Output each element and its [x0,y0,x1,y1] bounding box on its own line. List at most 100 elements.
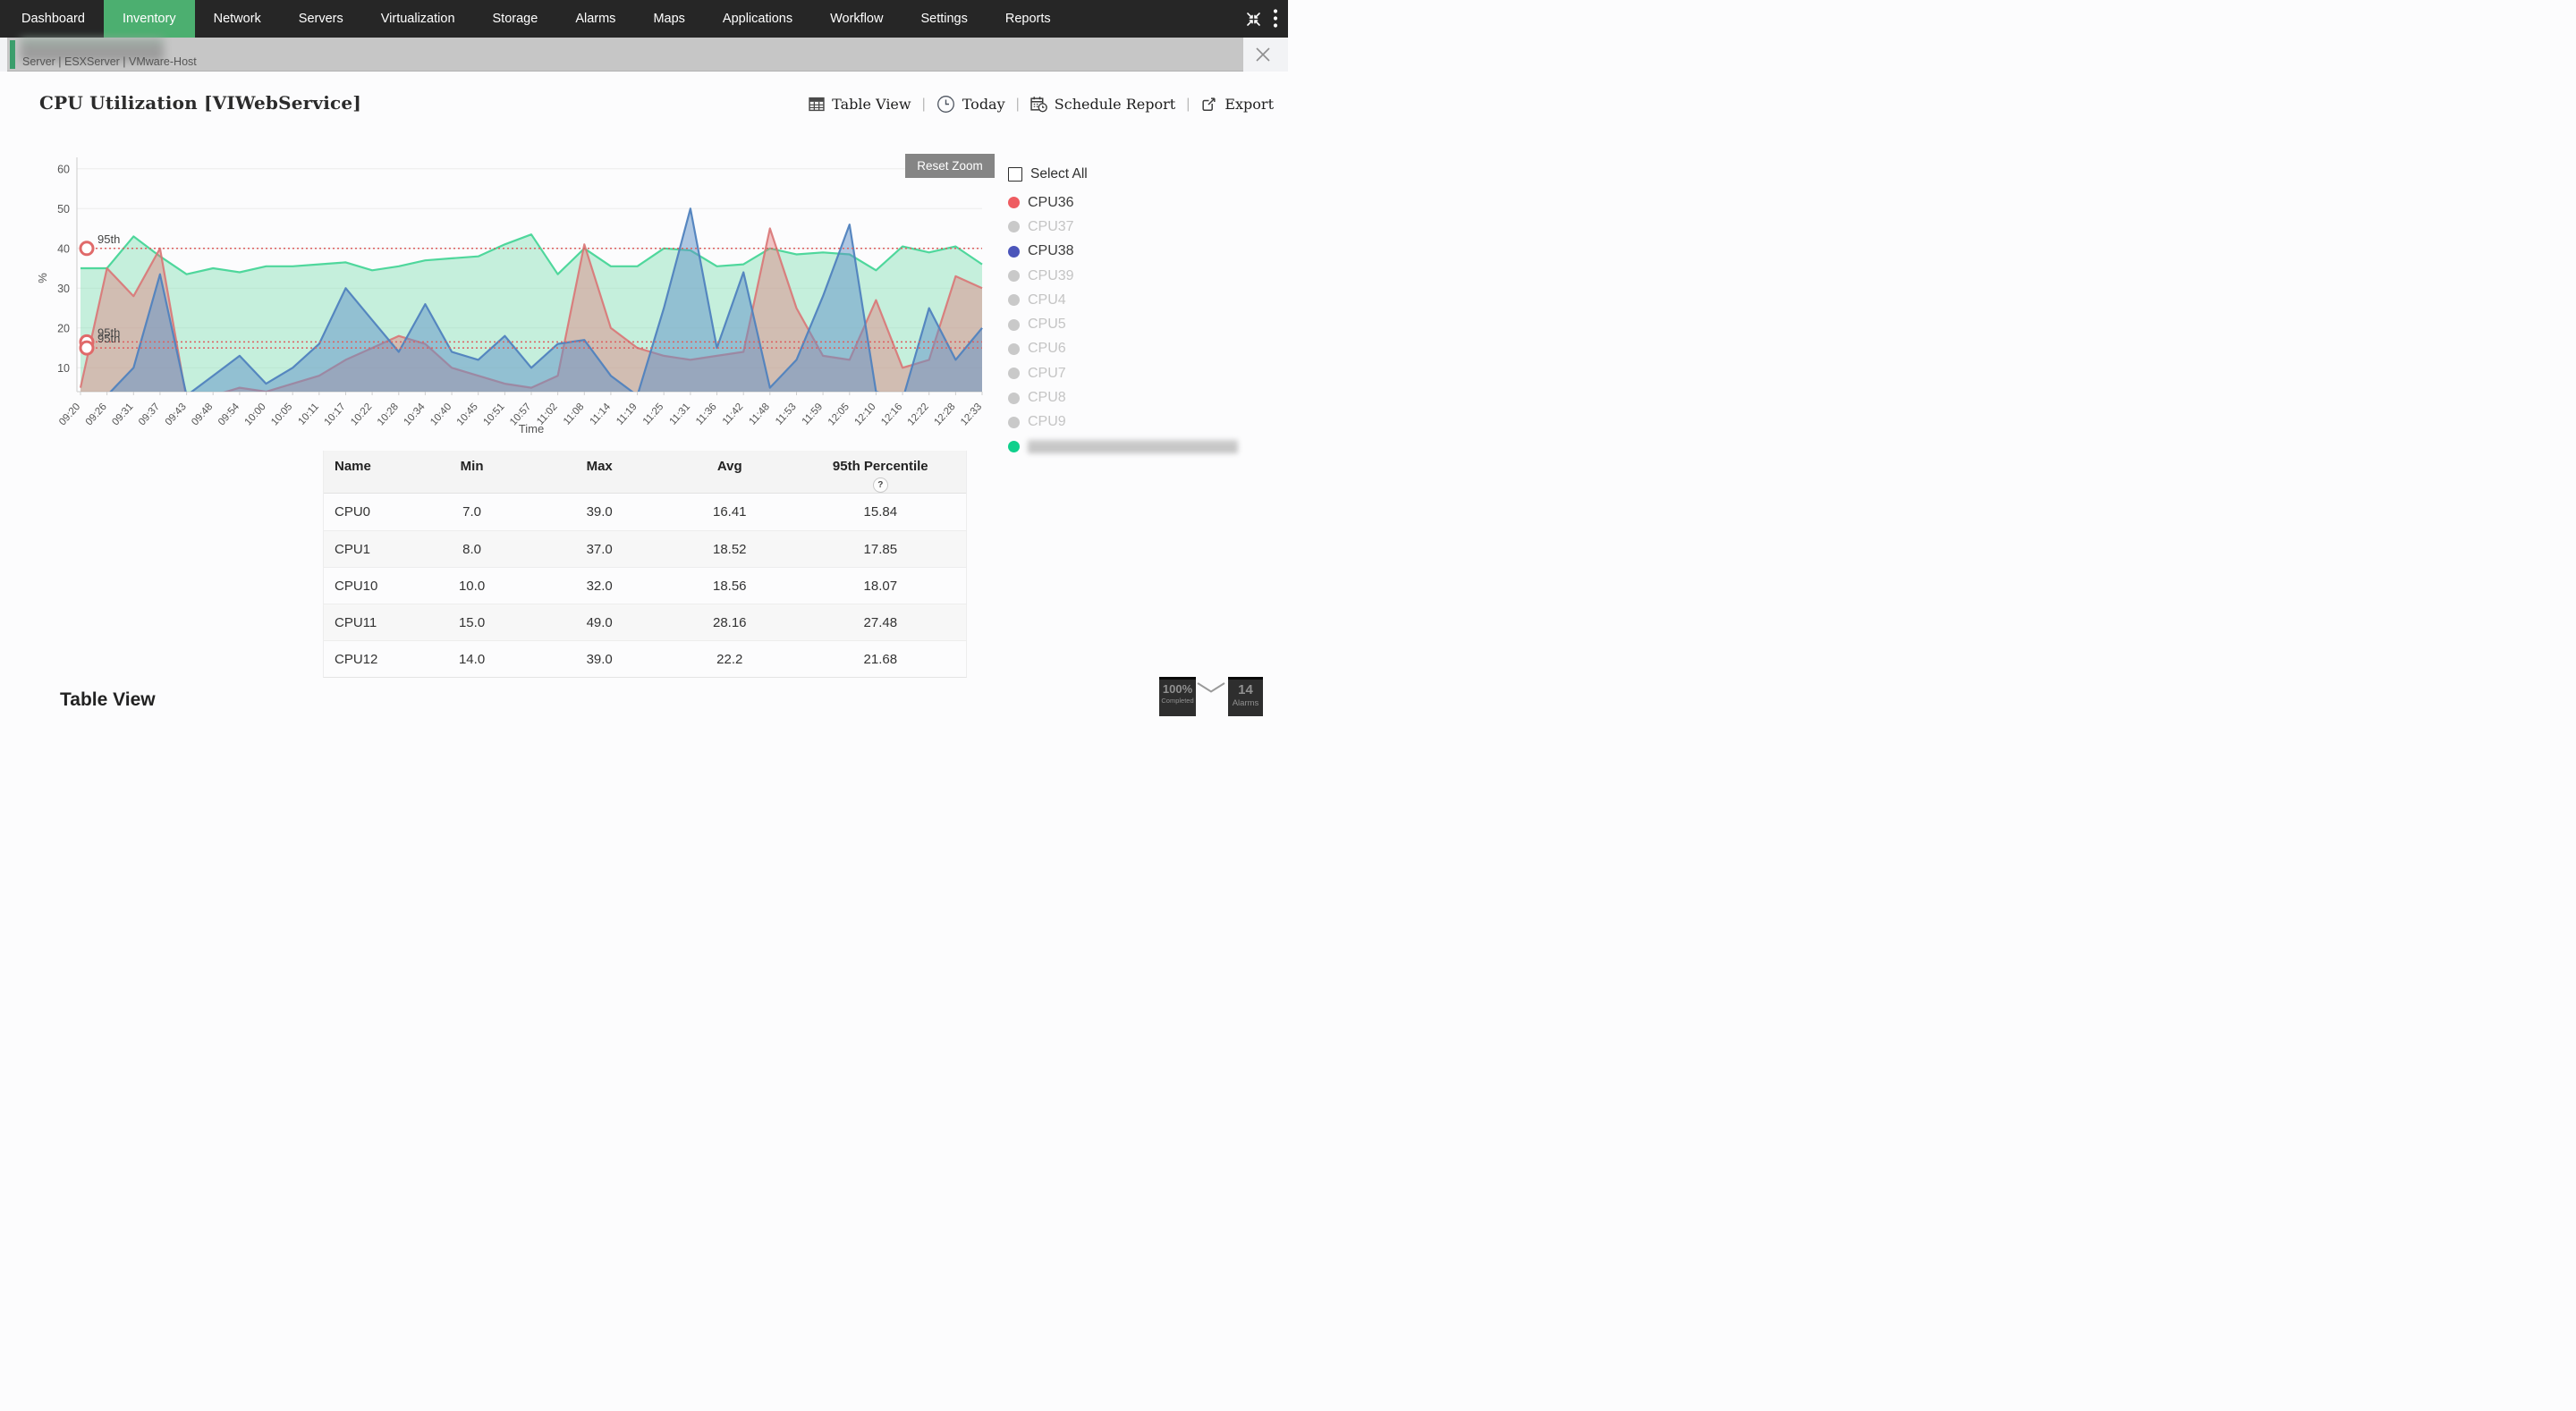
legend-item-cpu39[interactable]: CPU39 [1008,264,1276,288]
x-tick-label: 10:05 [269,401,294,427]
legend-item-label: CPU38 [1028,243,1074,259]
table-cell: 17.85 [863,541,898,557]
table-cell: CPU11 [335,614,377,630]
table-view-section-title: Table View [60,689,156,710]
legend-item-label: CPU37 [1028,218,1074,234]
series-color-dot [1008,392,1020,404]
nav-item-storage[interactable]: Storage [492,12,538,26]
series-color-dot [1008,416,1020,428]
table-row: CPU11 15.0 49.0 28.16 27.48 [324,604,966,640]
collapse-window-icon[interactable] [1246,12,1261,27]
y-tick-label: 20 [57,322,70,334]
legend-item-label: CPU7 [1028,365,1066,381]
series-line [80,233,983,275]
y-tick-label: 40 [57,242,70,255]
legend-item-cpu38[interactable]: CPU38 [1008,240,1276,264]
nav-item-reports[interactable]: Reports [1004,12,1051,26]
export-button[interactable]: Export [1200,96,1274,113]
x-tick-label: 10:45 [455,401,480,427]
x-tick-label: 11:31 [668,401,693,427]
x-axis-title: Time [519,422,544,435]
chevron-down-icon[interactable] [1196,681,1226,694]
nav-item-inventory[interactable]: Inventory [103,0,195,38]
table-row: CPU1 8.0 37.0 18.52 17.85 [324,530,966,567]
time-period-button[interactable]: Today [936,95,1005,114]
x-tick-label: 10:40 [428,401,453,427]
table-row: CPU0 7.0 39.0 16.41 15.84 [324,494,966,530]
percentile-label: 95th [97,232,120,246]
nav-item-workflow[interactable]: Workflow [830,12,884,26]
x-tick-label: 10:00 [243,401,268,427]
x-tick-label: 11:14 [589,401,614,427]
nav-item-network[interactable]: Network [213,12,261,26]
export-icon [1202,97,1216,111]
table-cell: 49.0 [586,614,613,630]
table-cell: CPU1 [335,541,371,557]
series-color-dot [1008,342,1020,355]
x-tick-label: 09:31 [110,401,135,427]
legend-item-cpu5[interactable]: CPU5 [1008,312,1276,336]
percentile-help-icon[interactable]: ? [872,477,888,493]
nav-item-alarms[interactable]: Alarms [575,12,616,26]
legend-item-cpu6[interactable]: CPU6 [1008,337,1276,361]
schedule-report-button[interactable]: Schedule Report [1030,96,1175,113]
clock-icon [936,96,954,113]
legend-item-label: CPU4 [1028,291,1066,308]
column-header-avg: Avg [716,459,742,474]
x-tick-label: 10:28 [376,401,401,427]
series-color-dot [1008,270,1020,283]
table-cell: 27.48 [863,614,898,630]
nav-item-settings[interactable]: Settings [920,12,968,26]
select-all-checkbox[interactable] [1008,167,1022,182]
close-panel-button[interactable] [1251,43,1275,66]
nav-item-dashboard[interactable]: Dashboard [21,12,85,26]
page-title: CPU Utilization [VIWebService] [39,92,361,114]
table-cell: CPU12 [335,651,378,667]
cpu-stats-table: Name Min Max Avg 95th Percentile? CPU0 7.0 39.… [323,451,967,678]
x-tick-label: 12:05 [826,401,852,427]
legend-item-cpu9[interactable]: CPU9 [1008,410,1276,435]
reset-zoom-button[interactable]: Reset Zoom [905,154,995,178]
status-accent-bar [10,40,15,69]
series-color-dot [1008,368,1020,380]
series-color-dot [1008,197,1020,209]
x-tick-label: 09:54 [216,401,242,428]
select-all-toggle[interactable]: Select All [1008,164,1276,185]
series-color-dot [1008,294,1020,307]
legend-item-blurred[interactable] [1008,435,1276,459]
nav-item-maps[interactable]: Maps [653,12,685,26]
alarms-count-badge[interactable]: 14 Alarms [1228,677,1263,716]
table-cell: 39.0 [586,651,613,667]
legend-item-cpu37[interactable]: CPU37 [1008,215,1276,239]
calendar-clock-icon [1030,97,1047,113]
x-tick-label: 09:43 [164,401,189,427]
column-header-name: Name [335,459,371,474]
x-tick-label: 10:11 [296,401,321,427]
series-line [109,207,983,392]
device-name-blurred [21,38,164,61]
legend-item-cpu4[interactable]: CPU4 [1008,288,1276,312]
legend-label-blurred [1028,440,1238,454]
x-tick-label: 09:20 [57,401,82,427]
legend-item-cpu8[interactable]: CPU8 [1008,385,1276,410]
legend-item-label: CPU39 [1028,267,1074,283]
x-tick-label: 11:42 [721,401,746,427]
table-row: CPU10 10.0 32.0 18.56 18.07 [324,567,966,604]
table-cell: 21.68 [863,651,898,667]
x-tick-label: 12:33 [959,401,984,427]
table-header-row: Name Min Max Avg 95th Percentile? [324,451,966,494]
table-view-button[interactable]: Table View [809,96,911,113]
legend-item-cpu7[interactable]: CPU7 [1008,361,1276,385]
close-icon [1256,47,1270,62]
nav-item-applications[interactable]: Applications [722,12,793,26]
legend-item-label: CPU5 [1028,317,1066,333]
nav-item-servers[interactable]: Servers [298,12,343,26]
kebab-menu-icon[interactable] [1272,8,1279,30]
nav-item-virtualization[interactable]: Virtualization [380,12,455,26]
discovery-progress-badge[interactable]: 100% Completed [1159,677,1196,716]
y-tick-label: 60 [57,163,70,175]
legend-item-cpu36[interactable]: CPU36 [1008,190,1276,215]
table-cell: 39.0 [586,504,613,520]
action-separator: | [1015,96,1020,112]
